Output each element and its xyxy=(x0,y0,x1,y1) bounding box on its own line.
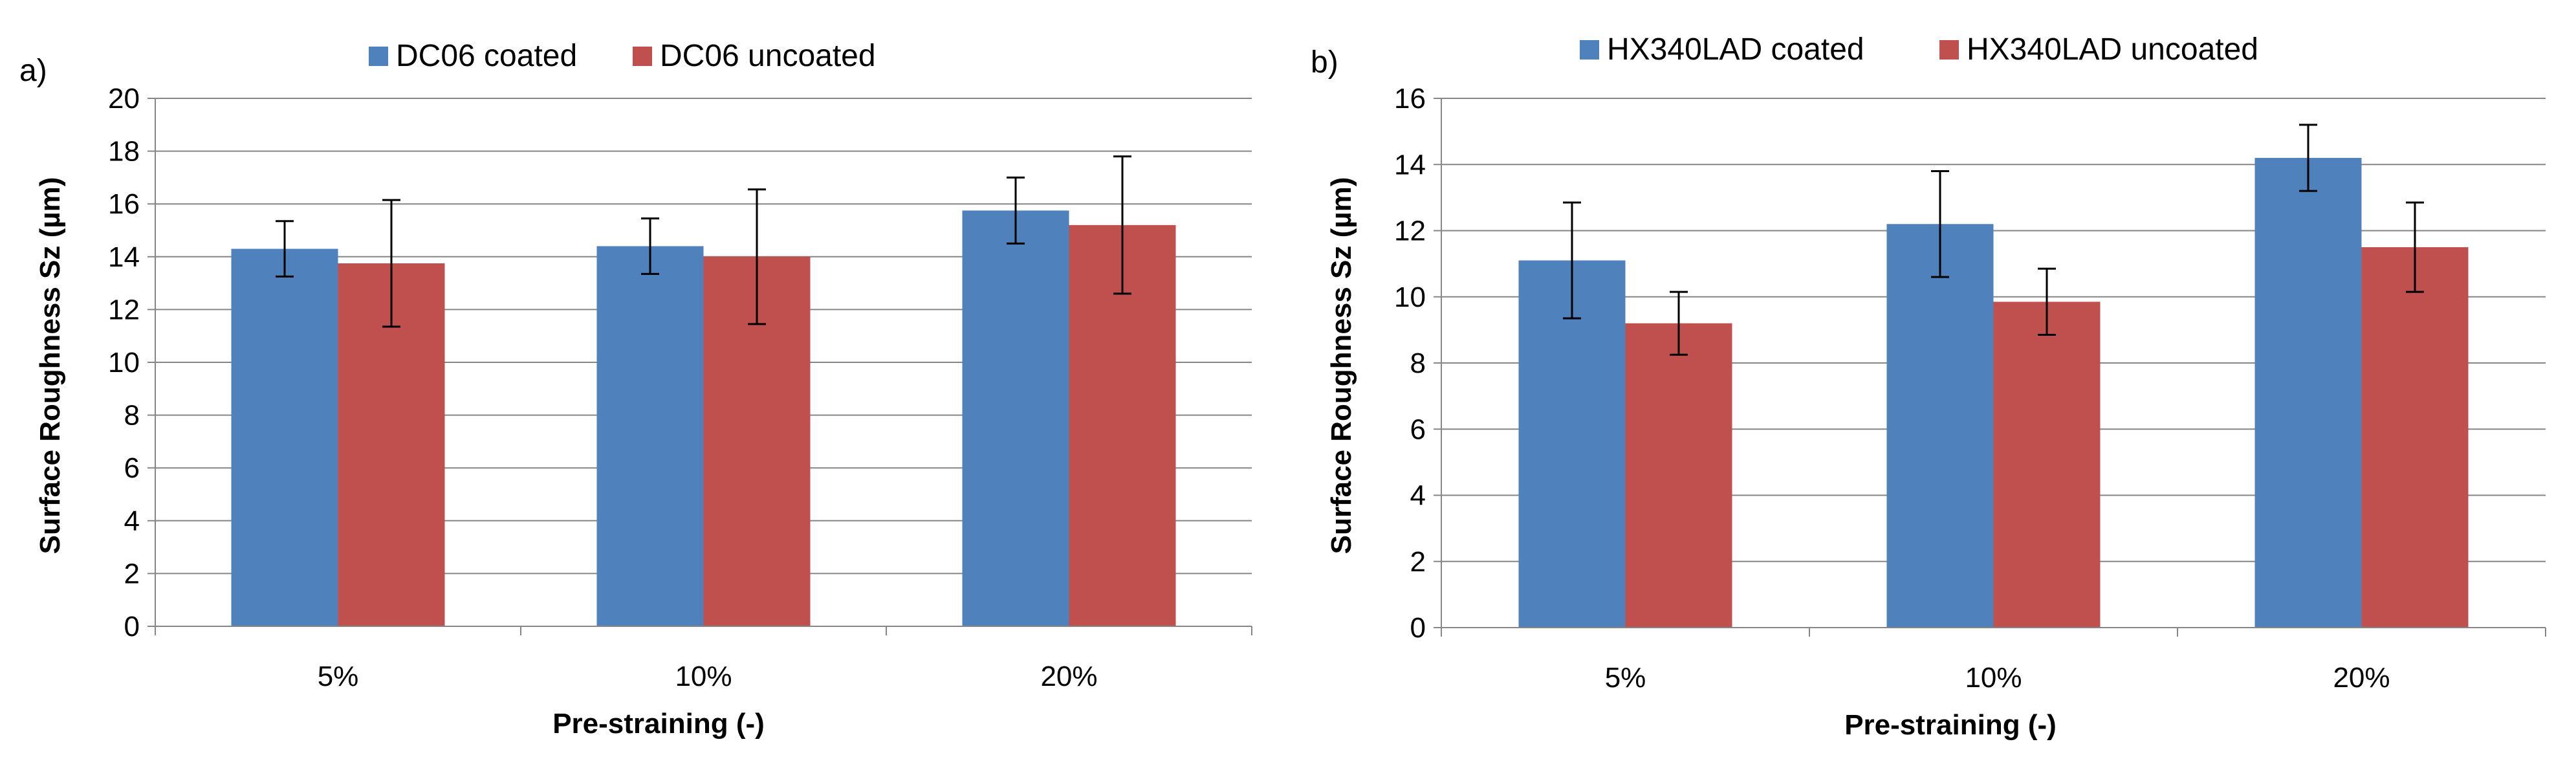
x-categories-b: 5% 10% 20% xyxy=(1605,662,2390,694)
y-tick-label-a: 6 xyxy=(124,452,140,484)
bar-b-coated-0 xyxy=(1518,260,1626,628)
error-bar-a-0-0 xyxy=(276,220,294,278)
bar-a-coated-2 xyxy=(962,210,1069,626)
x-category-label-b: 10% xyxy=(1965,662,2022,694)
legend-b-label-uncoated: HX340LAD uncoated xyxy=(1967,32,2258,67)
error-bar-a-1-0 xyxy=(382,199,400,328)
x-category-label-b: 20% xyxy=(2333,662,2390,694)
y-tick-label-a: 8 xyxy=(124,400,140,432)
error-bars-b xyxy=(1563,124,2424,356)
chart-panel-a: a) DC06 coated DC06 uncoated 0 2 4 6 8 10 12 14… xyxy=(19,39,1252,740)
y-tick-label-b: 16 xyxy=(1394,83,1426,115)
y-tick-label-a: 16 xyxy=(108,188,140,220)
legend-a: DC06 coated DC06 uncoated xyxy=(369,39,876,73)
legend-b-label-coated: HX340LAD coated xyxy=(1607,32,1864,67)
x-axis-title-a: Pre-straining (-) xyxy=(552,708,765,740)
x-category-label-b: 5% xyxy=(1605,662,1646,694)
y-axis-title-b: Surface Roughness Sz (µm) xyxy=(1326,177,1357,554)
y-axis-title-a: Surface Roughness Sz (µm) xyxy=(34,177,66,554)
y-tick-label-b: 12 xyxy=(1394,215,1426,247)
bar-b-uncoated-0 xyxy=(1625,323,1732,628)
bar-a-coated-0 xyxy=(231,248,338,626)
x-axis-title-b: Pre-straining (-) xyxy=(1844,709,2057,741)
chart-panel-b: b) HX340LAD coated HX340LAD uncoated 0 2 4… xyxy=(1311,32,2546,741)
y-tick-label-a: 4 xyxy=(124,505,140,537)
legend-b: HX340LAD coated HX340LAD uncoated xyxy=(1580,32,2258,67)
bar-b-coated-1 xyxy=(1886,224,1994,628)
y-tick-label-a: 18 xyxy=(108,136,140,168)
error-bar-a-0-1 xyxy=(641,217,659,275)
x-category-label-a: 5% xyxy=(318,661,359,692)
y-tick-label-b: 0 xyxy=(1410,612,1426,644)
axes-b xyxy=(1441,98,2546,637)
bars-b xyxy=(1518,158,2469,628)
y-tick-label-b: 14 xyxy=(1394,149,1426,181)
error-bar-b-0-2 xyxy=(2299,124,2317,192)
error-bar-b-1-0 xyxy=(1670,291,1688,356)
bars-a xyxy=(231,210,1176,627)
error-bar-a-1-1 xyxy=(748,188,766,325)
y-tick-label-b: 8 xyxy=(1410,347,1426,379)
error-bar-a-1-2 xyxy=(1113,155,1131,295)
bar-b-coated-2 xyxy=(2254,158,2362,628)
legend-a-label-coated: DC06 coated xyxy=(396,39,577,73)
error-bars-a xyxy=(276,155,1131,328)
y-tick-label-a: 12 xyxy=(108,294,140,325)
error-bar-b-0-0 xyxy=(1563,201,1581,320)
y-tick-label-b: 6 xyxy=(1410,413,1426,445)
y-tick-label-a: 2 xyxy=(124,558,140,589)
x-category-label-a: 20% xyxy=(1040,661,1097,692)
legend-a-label-uncoated: DC06 uncoated xyxy=(660,39,876,73)
error-bar-b-1-2 xyxy=(2406,201,2424,293)
y-tick-label-a: 0 xyxy=(124,611,140,642)
error-bar-b-1-1 xyxy=(2038,267,2056,336)
panel-b-label: b) xyxy=(1311,45,1338,80)
y-tick-label-a: 10 xyxy=(108,347,140,379)
axes-a xyxy=(155,98,1252,635)
y-ticks-b: 0 2 4 6 8 10 12 14 16 xyxy=(1394,83,1441,644)
bar-b-uncoated-1 xyxy=(1993,302,2101,628)
panel-a-label: a) xyxy=(19,54,47,88)
x-category-label-a: 10% xyxy=(675,661,732,692)
bar-b-uncoated-2 xyxy=(2361,247,2469,628)
error-bar-b-0-1 xyxy=(1931,170,1949,278)
error-bar-a-0-2 xyxy=(1007,176,1025,245)
y-tick-label-b: 10 xyxy=(1394,281,1426,313)
legend-b-swatch-coated xyxy=(1580,40,1599,60)
y-tick-label-a: 20 xyxy=(108,83,140,115)
y-ticks-a: 0 2 4 6 8 10 12 14 16 18 20 xyxy=(108,83,155,642)
legend-b-swatch-uncoated xyxy=(1939,40,1959,60)
legend-a-swatch-coated xyxy=(369,47,388,66)
x-categories-a: 5% 10% 20% xyxy=(318,661,1098,692)
y-tick-label-b: 2 xyxy=(1410,546,1426,578)
y-tick-label-a: 14 xyxy=(108,241,140,273)
bar-a-coated-1 xyxy=(596,246,704,627)
legend-a-swatch-uncoated xyxy=(633,47,652,66)
y-tick-label-b: 4 xyxy=(1410,480,1426,512)
